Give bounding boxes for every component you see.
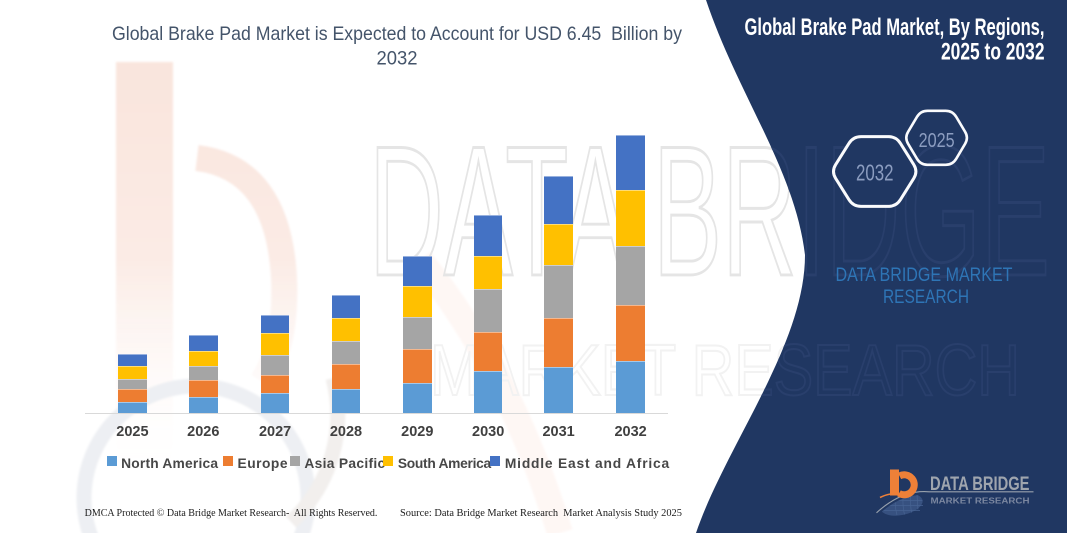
svg-text:MARKET RESEARCH: MARKET RESEARCH <box>430 330 1020 411</box>
svg-text:2025: 2025 <box>919 130 955 152</box>
svg-text:Global Brake Pad Market is Exp: Global Brake Pad Market is Expected to A… <box>112 23 682 45</box>
svg-text:DATA BRIDGE MARKET: DATA BRIDGE MARKET <box>836 265 1013 286</box>
svg-text:MARKET RESEARCH: MARKET RESEARCH <box>931 496 1030 505</box>
svg-text:Global Brake Pad Market, By Re: Global Brake Pad Market, By Regions, <box>745 14 1045 41</box>
svg-text:2025 to 2032: 2025 to 2032 <box>941 39 1045 66</box>
svg-text:2032: 2032 <box>856 160 894 186</box>
svg-text:2032: 2032 <box>377 48 418 70</box>
svg-text:DATA BRIDGE: DATA BRIDGE <box>930 474 1030 495</box>
svg-text:RESEARCH: RESEARCH <box>883 287 969 308</box>
